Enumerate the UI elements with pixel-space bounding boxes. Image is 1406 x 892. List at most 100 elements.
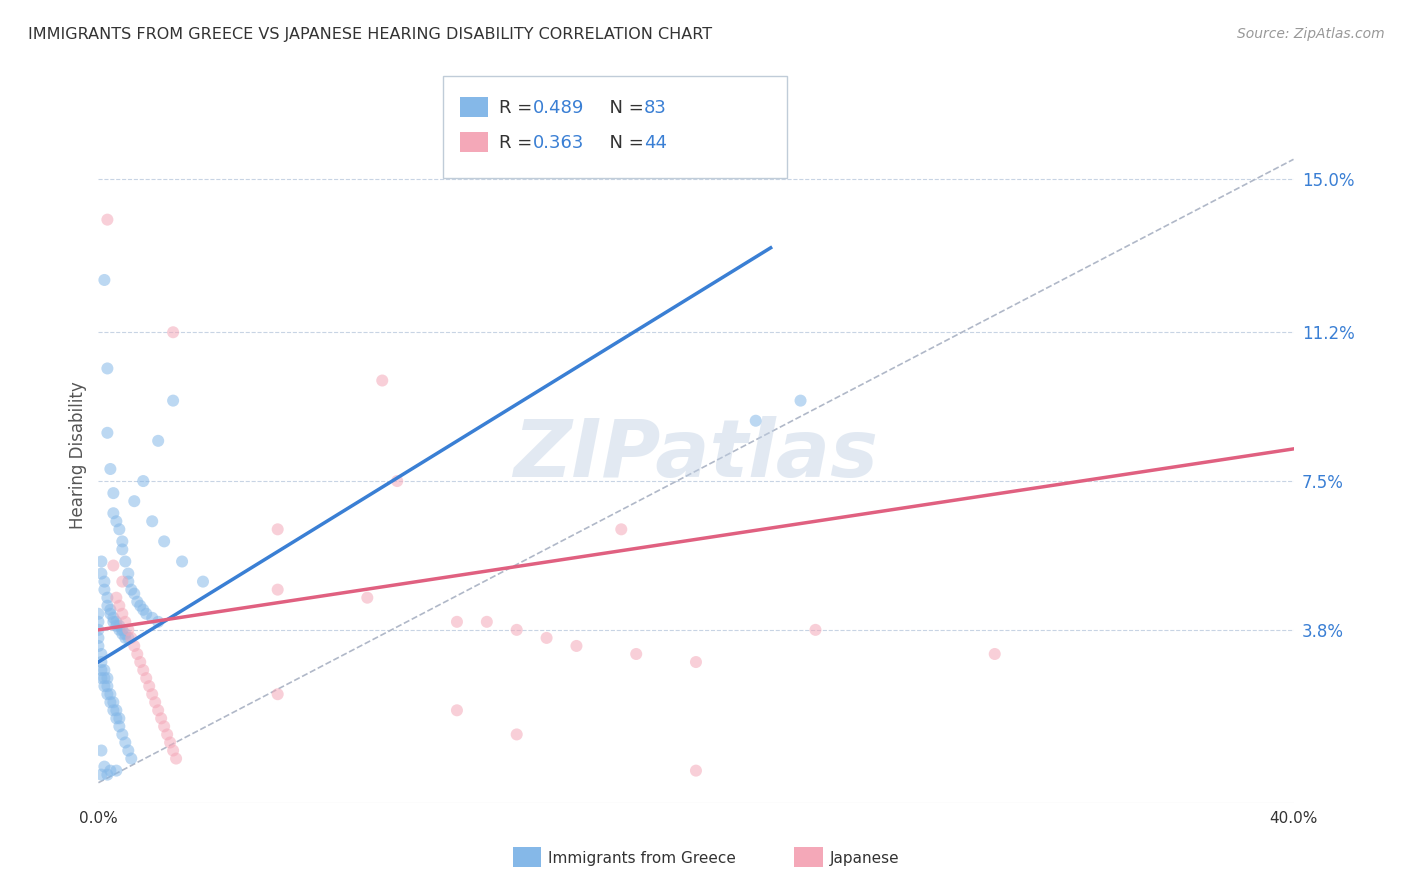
Point xyxy=(120,582,142,597)
Point xyxy=(96,767,118,781)
Point xyxy=(129,599,152,613)
Point xyxy=(103,615,125,629)
Point xyxy=(685,764,707,778)
Point xyxy=(87,631,110,645)
Point xyxy=(87,615,110,629)
Point xyxy=(162,743,184,757)
Point xyxy=(117,631,139,645)
Point xyxy=(96,679,118,693)
Point xyxy=(105,703,128,717)
Point xyxy=(626,647,648,661)
Text: 83: 83 xyxy=(644,99,666,117)
Point xyxy=(141,611,163,625)
Point xyxy=(165,751,187,765)
Point xyxy=(93,663,115,677)
Point xyxy=(111,727,134,741)
Point xyxy=(132,663,155,677)
Point xyxy=(789,393,811,408)
Text: 0.363: 0.363 xyxy=(533,134,585,152)
Point xyxy=(93,679,115,693)
Point xyxy=(105,711,128,725)
Point xyxy=(129,655,152,669)
Point xyxy=(120,751,142,765)
Point xyxy=(108,719,131,733)
Point xyxy=(135,671,157,685)
Point xyxy=(156,727,179,741)
Point xyxy=(267,522,290,536)
Point xyxy=(124,494,146,508)
Point xyxy=(96,591,118,605)
Point xyxy=(96,361,118,376)
Point xyxy=(100,462,122,476)
Point xyxy=(385,474,409,488)
Point xyxy=(141,687,163,701)
Point xyxy=(111,574,134,589)
Text: ZIPatlas: ZIPatlas xyxy=(513,416,879,494)
Point xyxy=(100,607,122,621)
Point xyxy=(96,687,118,701)
Point xyxy=(267,582,290,597)
Point xyxy=(90,743,112,757)
Point xyxy=(87,639,110,653)
Point xyxy=(267,687,290,701)
Point xyxy=(111,607,134,621)
Point xyxy=(984,647,1007,661)
Point xyxy=(96,599,118,613)
Point xyxy=(132,474,155,488)
Point xyxy=(191,574,214,589)
Point xyxy=(103,611,125,625)
Point xyxy=(162,393,184,408)
Point xyxy=(446,703,468,717)
Text: Source: ZipAtlas.com: Source: ZipAtlas.com xyxy=(1237,27,1385,41)
Point xyxy=(90,671,112,685)
Text: 0.489: 0.489 xyxy=(533,99,585,117)
Point xyxy=(114,554,136,568)
Point xyxy=(103,486,125,500)
Point xyxy=(90,655,112,669)
Point xyxy=(103,703,125,717)
Point xyxy=(148,703,170,717)
Point xyxy=(117,623,139,637)
Point xyxy=(111,534,134,549)
Point xyxy=(105,514,128,528)
Text: IMMIGRANTS FROM GREECE VS JAPANESE HEARING DISABILITY CORRELATION CHART: IMMIGRANTS FROM GREECE VS JAPANESE HEARI… xyxy=(28,27,713,42)
Point xyxy=(111,542,134,557)
Point xyxy=(114,631,136,645)
Point xyxy=(111,623,134,637)
Point xyxy=(90,663,112,677)
Point xyxy=(96,425,118,440)
Point xyxy=(172,554,194,568)
Point xyxy=(153,719,176,733)
Text: R =: R = xyxy=(499,134,538,152)
Point xyxy=(143,695,166,709)
Point xyxy=(93,582,115,597)
Point xyxy=(108,623,131,637)
Point xyxy=(446,615,468,629)
Point xyxy=(114,627,136,641)
Point xyxy=(148,615,170,629)
Point xyxy=(111,627,134,641)
Point xyxy=(87,607,110,621)
Point xyxy=(148,434,170,448)
Point xyxy=(536,631,558,645)
Point xyxy=(153,534,176,549)
Point xyxy=(96,671,118,685)
Point xyxy=(100,603,122,617)
Point xyxy=(100,695,122,709)
Point xyxy=(610,522,633,536)
Point xyxy=(87,623,110,637)
Point xyxy=(685,655,707,669)
Point xyxy=(141,514,163,528)
Text: R =: R = xyxy=(499,99,538,117)
Point xyxy=(93,574,115,589)
Point xyxy=(103,506,125,520)
Point xyxy=(159,735,181,749)
Point xyxy=(117,566,139,581)
Point xyxy=(93,273,115,287)
Point xyxy=(114,735,136,749)
Y-axis label: Hearing Disability: Hearing Disability xyxy=(69,381,87,529)
Point xyxy=(108,619,131,633)
Text: Japanese: Japanese xyxy=(830,851,900,865)
Point xyxy=(100,687,122,701)
Point xyxy=(745,414,768,428)
